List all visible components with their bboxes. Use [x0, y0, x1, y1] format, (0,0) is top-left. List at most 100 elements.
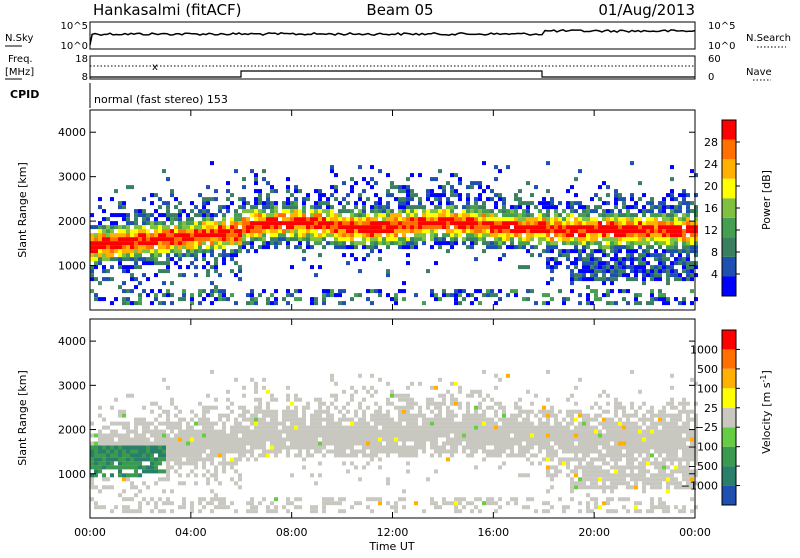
colorbar-tick-label: 28: [704, 136, 718, 149]
velocity-cell: [402, 397, 406, 402]
power-cell: [694, 253, 698, 258]
velocity-cell: [234, 481, 238, 486]
power-cell: [242, 205, 246, 210]
velocity-cell: [194, 473, 198, 478]
power-cell: [666, 233, 670, 238]
power-cell: [106, 257, 110, 262]
velocity-cell: [406, 409, 410, 414]
power-cell: [206, 213, 210, 218]
power-cell: [170, 301, 174, 306]
velocity-cell: [546, 433, 550, 438]
velocity-cell: [694, 473, 698, 478]
velocity-cell: [498, 377, 502, 382]
velocity-cell: [278, 441, 282, 446]
velocity-cell: [582, 481, 586, 486]
velocity-cell: [618, 401, 622, 406]
power-cell: [674, 277, 678, 282]
velocity-cell: [386, 401, 390, 406]
power-cell: [630, 277, 634, 282]
velocity-cell: [450, 437, 454, 442]
power-cell: [366, 181, 370, 186]
velocity-cell: [498, 449, 502, 454]
power-cell: [674, 269, 678, 274]
velocity-cell: [322, 429, 326, 434]
velocity-cell: [94, 433, 98, 438]
power-cell: [222, 253, 226, 258]
power-cell: [370, 301, 374, 306]
velocity-cell: [470, 453, 474, 458]
power-cell: [210, 245, 214, 250]
power-cell: [286, 241, 290, 246]
power-cell: [654, 269, 658, 274]
power-cell: [290, 213, 294, 218]
velocity-cell: [266, 453, 270, 458]
power-cell: [242, 225, 246, 230]
velocity-cell: [358, 433, 362, 438]
power-cell: [686, 213, 690, 218]
power-cell: [386, 273, 390, 278]
velocity-cell: [254, 421, 258, 426]
velocity-cell: [502, 421, 506, 426]
power-cell: [594, 193, 598, 198]
velocity-cell: [618, 465, 622, 470]
power-cell: [450, 201, 454, 206]
power-cell: [406, 225, 410, 230]
velocity-cell: [170, 425, 174, 430]
velocity-cell: [410, 437, 414, 442]
velocity-cell: [150, 409, 154, 414]
power-cell: [462, 237, 466, 242]
power-cell: [498, 225, 502, 230]
velocity-cell: [618, 425, 622, 430]
power-cell: [418, 229, 422, 234]
power-cell: [634, 205, 638, 210]
velocity-cell: [378, 437, 382, 442]
power-cell: [154, 229, 158, 234]
velocity-cell: [282, 437, 286, 442]
power-cell: [418, 225, 422, 230]
power-cell: [318, 209, 322, 214]
power-cell: [610, 245, 614, 250]
power-cell: [270, 217, 274, 222]
power-cell: [166, 237, 170, 242]
velocity-cell: [106, 425, 110, 430]
velocity-cell: [586, 461, 590, 466]
velocity-cell: [162, 445, 166, 450]
velocity-cell: [430, 385, 434, 390]
velocity-cell: [262, 417, 266, 422]
power-cell: [154, 225, 158, 230]
velocity-cell: [498, 453, 502, 458]
power-cell: [266, 197, 270, 202]
velocity-cell: [270, 409, 274, 414]
velocity-cell: [590, 449, 594, 454]
velocity-cell: [670, 373, 674, 378]
velocity-cell: [486, 421, 490, 426]
power-cell: [334, 229, 338, 234]
velocity-cell: [590, 445, 594, 450]
power-cell: [586, 229, 590, 234]
power-cell: [482, 189, 486, 194]
velocity-cell: [210, 461, 214, 466]
power-cell: [482, 249, 486, 254]
velocity-cell: [510, 421, 514, 426]
power-cell: [454, 193, 458, 198]
velocity-cell: [622, 481, 626, 486]
velocity-cell: [646, 449, 650, 454]
velocity-cell: [250, 433, 254, 438]
power-cell: [434, 229, 438, 234]
power-cell: [434, 237, 438, 242]
velocity-cell: [686, 465, 690, 470]
power-cell: [578, 217, 582, 222]
power-cell: [546, 189, 550, 194]
velocity-cell: [682, 401, 686, 406]
power-cell: [506, 293, 510, 298]
time-xlabel: Time UT: [368, 540, 414, 553]
power-cell: [222, 245, 226, 250]
velocity-cell: [218, 497, 222, 502]
power-cell: [206, 201, 210, 206]
power-cell: [542, 197, 546, 202]
power-cell: [398, 229, 402, 234]
y-tick-label: 1000: [58, 468, 86, 481]
velocity-cell: [602, 485, 606, 490]
power-cell: [558, 237, 562, 242]
velocity-cell: [394, 425, 398, 430]
